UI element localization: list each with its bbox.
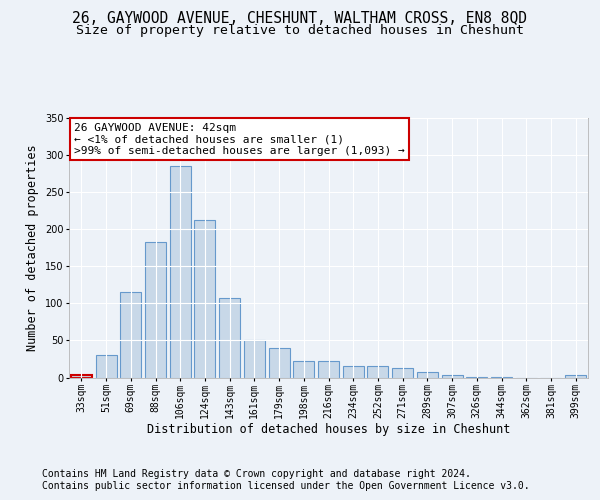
Bar — [293, 361, 314, 378]
Bar — [95, 355, 116, 378]
Text: 26, GAYWOOD AVENUE, CHESHUNT, WALTHAM CROSS, EN8 8QD: 26, GAYWOOD AVENUE, CHESHUNT, WALTHAM CR… — [73, 11, 527, 26]
Bar — [194, 220, 215, 378]
Bar — [145, 242, 166, 378]
Bar — [442, 376, 463, 378]
Bar — [491, 377, 512, 378]
Bar — [367, 366, 388, 378]
Text: 26 GAYWOOD AVENUE: 42sqm
← <1% of detached houses are smaller (1)
>99% of semi-d: 26 GAYWOOD AVENUE: 42sqm ← <1% of detach… — [74, 122, 405, 156]
Bar — [417, 372, 438, 378]
Bar — [269, 348, 290, 378]
Bar — [170, 166, 191, 378]
Bar — [318, 361, 339, 378]
Bar — [71, 376, 92, 378]
Text: Contains public sector information licensed under the Open Government Licence v3: Contains public sector information licen… — [42, 481, 530, 491]
Bar — [392, 368, 413, 378]
Bar — [219, 298, 240, 378]
Bar — [343, 366, 364, 378]
Text: Size of property relative to detached houses in Cheshunt: Size of property relative to detached ho… — [76, 24, 524, 37]
Y-axis label: Number of detached properties: Number of detached properties — [26, 144, 39, 351]
Bar — [244, 340, 265, 378]
Text: Contains HM Land Registry data © Crown copyright and database right 2024.: Contains HM Land Registry data © Crown c… — [42, 469, 471, 479]
Text: Distribution of detached houses by size in Cheshunt: Distribution of detached houses by size … — [147, 422, 511, 436]
Bar — [565, 376, 586, 378]
Bar — [120, 292, 141, 378]
Bar — [466, 377, 487, 378]
